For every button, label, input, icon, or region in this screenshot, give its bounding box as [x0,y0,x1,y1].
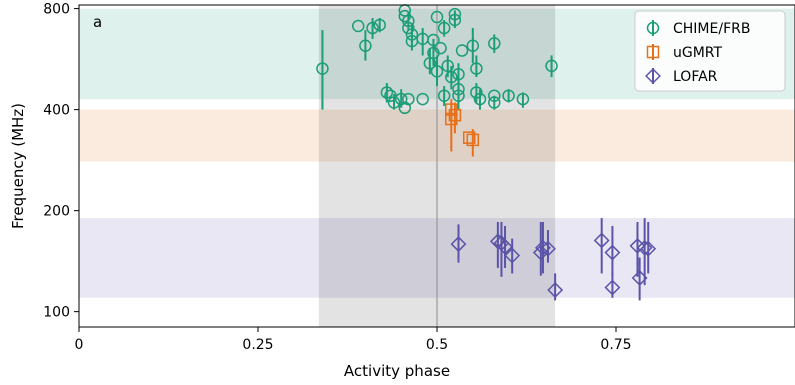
data-point-0-22 [430,65,444,78]
data-point-0-35 [466,39,480,52]
data-point-1-2 [448,108,462,122]
data-point-2-11 [604,279,621,296]
data-point-0-37 [470,86,483,99]
legend-label-0: CHIME/FRB [673,21,750,37]
data-point-2-1 [489,233,506,250]
legend-marker-0 [646,21,660,35]
data-point-2-8 [547,282,564,298]
y-tick-label-3: 800 [43,2,70,18]
series-CHIME/FRB [316,4,558,115]
data-point-0-12 [402,14,415,28]
x-axis: 0 0.25 0.5 0.75 [75,327,632,353]
data-point-2-3 [497,238,513,255]
data-point-0-39 [488,96,501,109]
data-point-0-43 [516,92,530,106]
legend: CHIME/FRB uGMRT LOFAR [634,10,786,92]
data-point-0-38 [473,92,487,106]
data-point-1-3 [466,133,480,147]
series-LOFAR [450,218,657,301]
data-point-1-4 [462,131,476,144]
data-point-0-21 [427,33,440,47]
data-point-0-13 [402,92,415,106]
y-tick-label-1: 200 [43,204,70,220]
legend-label-2: LOFAR [673,69,718,85]
data-point-0-25 [437,89,451,102]
legend-marker-1 [646,45,660,59]
data-point-0-40 [488,37,501,50]
y-axis-title: Frequency (MHz) [9,103,27,229]
data-point-0-36 [470,62,483,75]
data-point-2-4 [504,247,521,264]
x-tick-label-2: 0.5 [426,337,448,353]
data-point-1-1 [445,112,458,126]
data-point-0-23 [430,10,444,24]
x-axis-title: Activity phase [344,362,450,380]
data-point-2-0 [450,236,467,252]
panel-label: a [93,13,102,31]
legend-label-1: uGMRT [673,45,723,61]
data-point-2-15 [640,240,657,257]
data-point-0-7 [387,96,401,109]
data-point-2-7 [540,240,556,257]
x-tick-label-3: 0.75 [600,337,631,353]
data-point-0-24 [434,41,447,55]
data-point-0-44 [545,59,558,73]
data-point-0-0 [316,62,329,75]
data-point-2-5 [532,244,549,261]
data-point-0-2 [359,39,372,52]
data-point-0-33 [452,89,465,102]
data-point-0-42 [502,89,515,102]
data-point-0-41 [488,89,501,102]
data-point-0-4 [373,18,386,32]
legend-box [634,10,786,92]
data-point-0-27 [441,59,454,73]
data-point-2-14 [636,239,653,256]
data-point-0-30 [448,13,462,27]
y-axis: 100 200 400 800 [43,2,79,321]
data-point-2-10 [604,244,621,261]
data-point-0-34 [455,44,469,57]
data-point-0-3 [366,21,379,35]
legend-marker-2 [645,68,661,84]
data-point-0-5 [380,86,394,99]
data-point-0-26 [437,21,451,35]
x-tick-label-1: 0.25 [242,337,273,353]
data-points [316,4,657,301]
data-point-0-18 [416,92,429,106]
x-tick-label-0: 0 [75,337,84,353]
data-point-0-14 [402,21,415,35]
data-point-0-1 [351,19,365,33]
data-point-2-9 [593,232,610,249]
series-uGMRT [445,99,480,157]
y-tick-label-0: 100 [43,305,70,321]
data-point-0-28 [445,70,458,84]
y-tick-label-2: 400 [43,103,70,119]
